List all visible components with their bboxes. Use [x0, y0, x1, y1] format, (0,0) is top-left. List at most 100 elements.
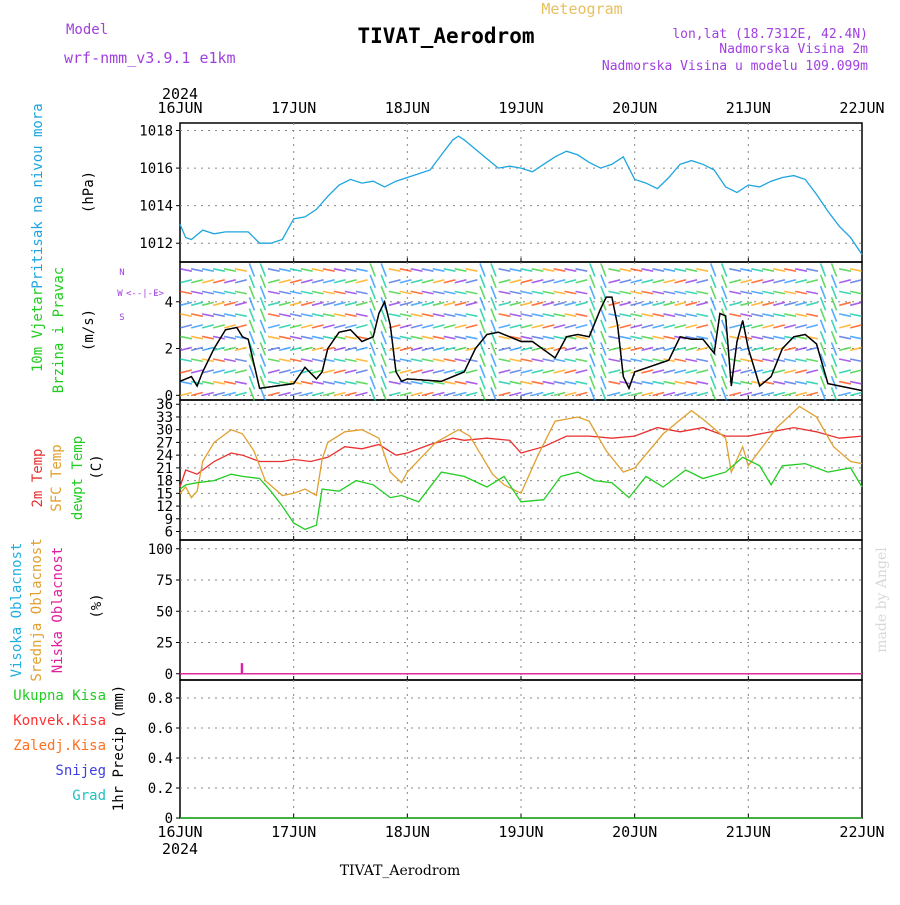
- wind-direction-arrow: [322, 391, 335, 397]
- wind-direction-arrow: [259, 297, 267, 311]
- wind-direction-arrow: [740, 268, 753, 272]
- wind-direction-arrow: [608, 358, 621, 363]
- wind-direction-arrow: [223, 346, 236, 352]
- wind-direction-arrow: [709, 285, 717, 300]
- wind-direction-arrow: [479, 342, 486, 356]
- wind-axis-label: 10m Vjetar: [30, 288, 46, 372]
- wind-direction-arrow: [608, 313, 621, 318]
- wind-direction-arrow: [190, 268, 204, 272]
- wind-direction-arrow: [542, 279, 555, 284]
- wind-direction-arrow: [267, 380, 280, 385]
- wind-direction-arrow: [432, 391, 445, 397]
- wind-direction-arrow: [509, 324, 522, 329]
- wind-direction-arrow: [498, 358, 511, 363]
- wind-direction-arrow: [795, 268, 808, 272]
- wind-direction-arrow: [784, 290, 797, 295]
- wind-direction-arrow: [278, 369, 291, 374]
- wind-direction-arrow: [498, 290, 511, 295]
- wind-direction-arrow: [490, 297, 497, 311]
- wind-direction-arrow: [344, 335, 357, 340]
- wind-direction-arrow: [300, 369, 313, 374]
- wind-direction-arrow: [212, 380, 225, 385]
- page-title: TIVAT_Aerodrom: [357, 24, 534, 48]
- wind-direction-arrow: [709, 330, 717, 345]
- wind-direction-arrow: [830, 342, 838, 356]
- wind-direction-arrow: [369, 308, 377, 322]
- wind-direction-arrow: [234, 369, 247, 374]
- wind-direction-arrow: [289, 313, 302, 318]
- wind-direction-arrow: [652, 358, 665, 363]
- wind-direction-arrow: [289, 324, 302, 329]
- wind-direction-arrow: [333, 369, 346, 374]
- wind-direction-arrow: [355, 369, 368, 374]
- wind-direction-arrow: [300, 391, 313, 397]
- temperature-series-line: [179, 426, 863, 488]
- precip-legend-item: Zaledj.Kisa: [13, 738, 106, 754]
- wind-direction-arrow: [762, 290, 775, 295]
- wind-direction-arrow: [696, 358, 709, 363]
- wind-direction-arrow: [564, 380, 577, 385]
- wind-direction-arrow: [553, 268, 566, 272]
- wind-direction-arrow: [849, 268, 863, 272]
- wind-direction-arrow: [762, 391, 775, 397]
- wind-direction-arrow: [729, 301, 742, 307]
- wind-direction-arrow: [849, 358, 863, 363]
- wind-direction-arrow: [630, 313, 643, 318]
- wind-direction-arrow: [674, 380, 687, 385]
- wind-direction-arrow: [267, 346, 280, 352]
- wind-direction-arrow: [696, 335, 709, 340]
- wind-direction-arrow: [322, 268, 335, 272]
- wind-direction-arrow: [369, 297, 377, 311]
- wind-direction-arrow: [751, 369, 764, 374]
- wind-unit-label: (m/s): [81, 309, 97, 351]
- wind-direction-arrow: [399, 335, 412, 340]
- wind-direction-arrow: [709, 364, 717, 379]
- wind-direction-arrow: [600, 364, 607, 379]
- wind-direction-arrow: [685, 301, 698, 307]
- wind-direction-arrow: [685, 279, 698, 284]
- wind-direction-arrow: [795, 369, 808, 374]
- wind-direction-arrow: [311, 380, 324, 385]
- wind-direction-arrow: [212, 290, 225, 295]
- wind-direction-arrow: [479, 330, 486, 345]
- wind-direction-arrow: [490, 353, 497, 367]
- y-tick-label: 36: [156, 397, 173, 413]
- wind-direction-arrow: [630, 279, 643, 284]
- wind-direction-arrow: [278, 268, 291, 272]
- wind-direction-arrow: [355, 290, 368, 295]
- wind-direction-arrow: [608, 268, 621, 272]
- wind-direction-arrow: [520, 369, 533, 374]
- wind-direction-arrow: [630, 380, 643, 385]
- wind-direction-arrow: [223, 268, 236, 272]
- y-tick-label: 0.8: [148, 691, 173, 707]
- wind-direction-arrow: [663, 346, 676, 352]
- wind-direction-arrow: [619, 346, 632, 352]
- wind-direction-arrow: [641, 279, 654, 284]
- wind-direction-arrow: [380, 308, 387, 322]
- wind-direction-arrow: [795, 279, 808, 284]
- x-tick-label-bottom: 20JUN: [612, 823, 657, 841]
- wind-direction-arrow: [421, 391, 434, 397]
- wind-direction-arrow: [553, 279, 566, 284]
- wind-direction-arrow: [589, 274, 596, 289]
- wind-direction-arrow: [380, 353, 387, 367]
- wind-direction-arrow: [542, 324, 555, 329]
- y-tick-label: 1012: [139, 236, 173, 252]
- wind-direction-arrow: [355, 324, 368, 329]
- wind-direction-arrow: [490, 319, 497, 334]
- wind-direction-arrow: [333, 268, 346, 272]
- wind-direction-arrow: [179, 391, 193, 397]
- wind-direction-arrow: [465, 324, 478, 329]
- wind-direction-arrow: [490, 285, 497, 300]
- wind-direction-arrow: [839, 369, 852, 374]
- wind-direction-arrow: [806, 279, 819, 284]
- wind-direction-arrow: [729, 335, 742, 340]
- wind-direction-arrow: [641, 324, 654, 329]
- wind-direction-arrow: [619, 279, 632, 284]
- wind-direction-arrow: [762, 358, 775, 363]
- wind-direction-arrow: [720, 297, 728, 311]
- wind-direction-arrow: [619, 369, 632, 374]
- y-tick-label: 0: [165, 811, 173, 827]
- wind-direction-arrow: [454, 324, 467, 329]
- wind-direction-arrow: [542, 268, 555, 272]
